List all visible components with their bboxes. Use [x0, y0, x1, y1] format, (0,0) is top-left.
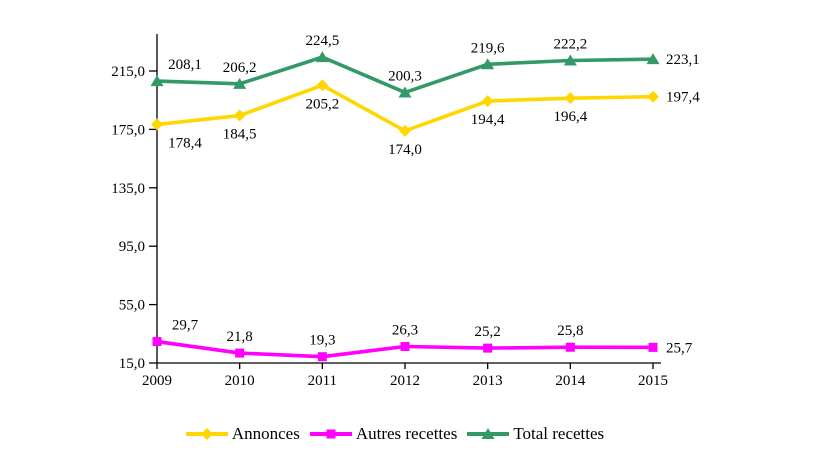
legend-label-autres-recettes: Autres recettes — [355, 424, 458, 443]
data-point-label: 25,2 — [475, 324, 501, 340]
y-tick-label: 15,0 — [119, 356, 145, 372]
legend-label-total-recettes: Total recettes — [513, 424, 605, 443]
data-point-label: 223,1 — [666, 52, 700, 68]
legend-marker — [481, 428, 495, 439]
data-point-label: 219,6 — [471, 40, 505, 56]
data-point-marker — [233, 77, 247, 89]
legend-item-annonces: Annonces — [185, 424, 300, 444]
data-point-marker — [563, 54, 577, 66]
data-point-marker — [481, 58, 495, 70]
data-point-label: 21,8 — [227, 329, 253, 345]
data-point-marker — [316, 79, 329, 92]
data-point-marker — [481, 95, 494, 108]
total-recettes-line-swatch-icon — [467, 428, 510, 439]
data-point-label: 196,4 — [553, 109, 587, 125]
legend-item-autres-recettes: Autres recettes — [309, 424, 458, 444]
data-point-label: 174,0 — [388, 142, 422, 158]
data-point-label: 26,3 — [392, 323, 418, 339]
data-point-marker — [565, 342, 575, 352]
data-point-label: 194,4 — [471, 112, 505, 128]
data-point-marker — [646, 53, 660, 65]
legend-marker — [326, 429, 336, 439]
data-point-label: 19,3 — [309, 333, 335, 349]
data-point-marker — [233, 109, 246, 122]
chart-legend: Annonces Autres recettes Total recettes — [0, 424, 790, 444]
y-tick-label: 55,0 — [119, 298, 145, 314]
legend-item-total-recettes: Total recettes — [467, 424, 604, 444]
data-point-marker — [315, 51, 329, 63]
y-tick-label: 175,0 — [111, 122, 145, 138]
legend-label-annonces: Annonces — [231, 424, 300, 443]
data-point-marker — [483, 343, 493, 353]
data-point-label: 178,4 — [168, 135, 202, 151]
y-tick-label: 135,0 — [111, 181, 145, 197]
data-point-label: 205,2 — [305, 96, 339, 112]
data-point-label: 222,2 — [553, 36, 587, 52]
data-point-label: 25,8 — [557, 323, 583, 339]
x-tick-label: 2014 — [555, 373, 586, 389]
data-point-label: 200,3 — [388, 68, 422, 84]
data-point-marker — [152, 337, 162, 347]
x-tick-label: 2012 — [390, 373, 420, 389]
y-tick-label: 95,0 — [119, 239, 145, 255]
y-tick-label: 215,0 — [111, 64, 145, 80]
data-point-marker — [564, 92, 577, 105]
x-tick-label: 2010 — [225, 373, 255, 389]
data-point-label: 197,4 — [666, 90, 700, 106]
data-point-marker — [400, 342, 410, 352]
data-point-marker — [235, 348, 245, 358]
data-point-label: 206,2 — [223, 60, 257, 76]
x-tick-label: 2015 — [638, 373, 668, 389]
x-tick-label: 2011 — [308, 373, 337, 389]
x-tick-label: 2009 — [142, 373, 172, 389]
x-tick-label: 2013 — [473, 373, 503, 389]
data-point-marker — [317, 352, 327, 362]
data-point-marker — [398, 86, 412, 98]
data-point-marker — [399, 124, 411, 137]
data-point-label: 29,7 — [172, 318, 199, 334]
autres-recettes-line-swatch-icon — [309, 429, 352, 439]
annonces-line-swatch-icon — [185, 428, 228, 440]
data-point-label: 184,5 — [223, 127, 257, 143]
legend-marker — [200, 428, 213, 440]
data-point-label: 224,5 — [305, 33, 339, 49]
data-point-label: 208,1 — [168, 57, 202, 73]
data-point-marker — [150, 75, 164, 87]
data-point-marker — [648, 342, 658, 352]
data-point-marker — [647, 90, 659, 103]
data-point-marker — [151, 118, 163, 131]
data-point-label: 25,7 — [666, 340, 693, 356]
